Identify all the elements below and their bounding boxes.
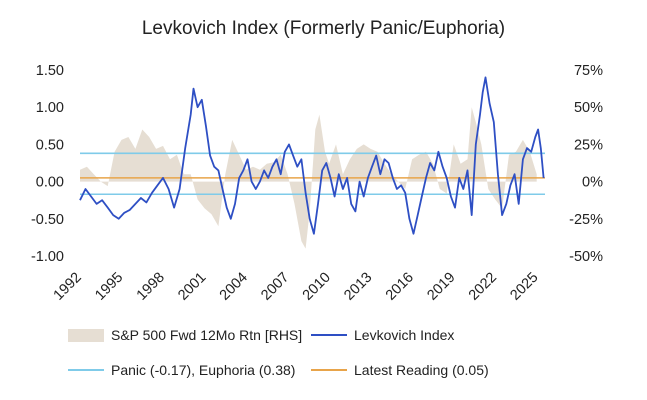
y-left-tick-label: 0.50 xyxy=(36,137,64,153)
legend-swatch-panic-euphoria xyxy=(68,369,104,371)
x-axis-ticks: 1992 1995 1998 2001 2004 2007 2010 2013 2016 2019… xyxy=(51,270,542,304)
y-axis-left-ticks: 1.50 1.00 0.50 0.00 -0.50 -1.00 xyxy=(31,63,64,265)
y-axis-right-ticks: 75% 50% 25% 0% -25% -50% xyxy=(569,63,603,265)
legend-item-levkovich: Levkovich Index xyxy=(311,327,454,343)
y-right-tick-label: 50% xyxy=(574,100,603,116)
y-right-tick-label: -50% xyxy=(569,249,603,265)
legend-swatch-latest-reading xyxy=(311,369,347,371)
legend-item-panic-euphoria: Panic (-0.17), Euphoria (0.38) xyxy=(68,362,295,378)
series-line-levkovich-index xyxy=(79,76,545,235)
x-tick-label: 1992 xyxy=(51,270,85,304)
y-right-tick-label: 75% xyxy=(574,63,603,79)
x-tick-label: 1998 xyxy=(134,270,168,304)
x-tick-label: 2001 xyxy=(175,270,209,304)
x-tick-label: 2019 xyxy=(424,270,458,304)
x-tick-label: 2004 xyxy=(217,270,251,304)
x-tick-label: 2025 xyxy=(507,270,541,304)
y-left-tick-label: 0.00 xyxy=(36,175,64,191)
x-tick-label: 2016 xyxy=(383,270,417,304)
x-tick-label: 2010 xyxy=(300,270,334,304)
y-left-tick-label: 1.00 xyxy=(36,100,64,116)
x-tick-label: 2007 xyxy=(258,270,292,304)
legend-label-latest-reading: Latest Reading (0.05) xyxy=(354,362,489,378)
legend-item-latest-reading: Latest Reading (0.05) xyxy=(311,362,489,378)
legend-label-sp500: S&P 500 Fwd 12Mo Rtn [RHS] xyxy=(111,327,303,343)
legend-item-sp500: S&P 500 Fwd 12Mo Rtn [RHS] xyxy=(68,327,302,343)
y-right-tick-label: -25% xyxy=(569,212,603,228)
line-layer xyxy=(79,76,545,235)
x-tick-label: 1995 xyxy=(92,270,126,304)
y-left-tick-label: -0.50 xyxy=(31,212,64,228)
y-right-tick-label: 0% xyxy=(582,175,603,191)
x-tick-label: 2013 xyxy=(341,270,375,304)
legend-label-levkovich: Levkovich Index xyxy=(354,327,455,343)
chart-title: Levkovich Index (Formerly Panic/Euphoria… xyxy=(141,18,506,39)
y-right-tick-label: 25% xyxy=(574,137,603,153)
legend-label-panic-euphoria: Panic (-0.17), Euphoria (0.38) xyxy=(111,362,296,378)
legend-swatch-levkovich xyxy=(311,334,347,336)
legend-swatch-sp500 xyxy=(68,328,104,342)
y-left-tick-label: -1.00 xyxy=(31,249,64,265)
y-left-tick-label: 1.50 xyxy=(36,63,64,79)
x-tick-label: 2022 xyxy=(466,270,500,304)
